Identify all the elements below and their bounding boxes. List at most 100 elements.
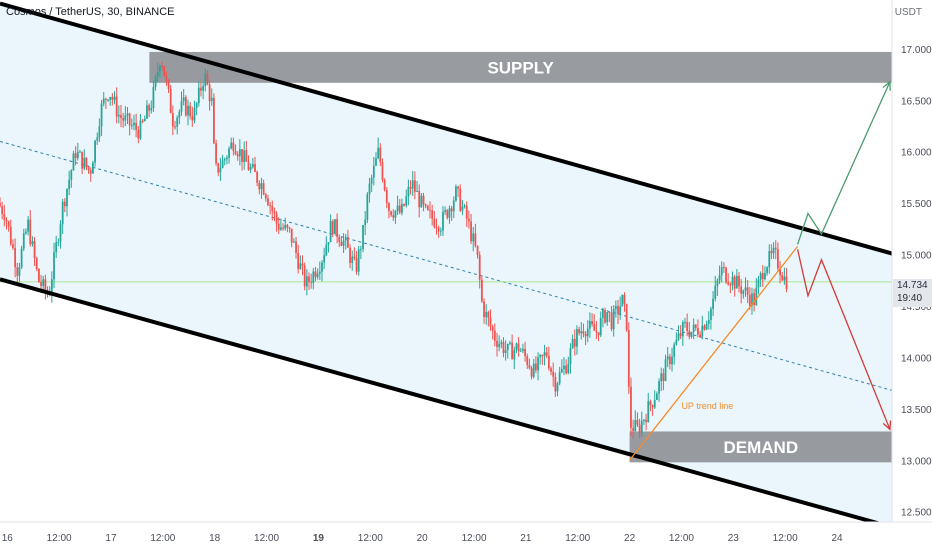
candle-body — [681, 322, 684, 337]
candle-body — [418, 191, 421, 208]
candle-body — [98, 126, 101, 138]
candle-body — [720, 267, 723, 276]
candle-body — [677, 333, 680, 340]
candle-body — [401, 204, 403, 213]
candle-body — [746, 287, 749, 295]
candle-body — [781, 275, 784, 281]
candle-body — [718, 275, 721, 281]
candle-body — [640, 420, 643, 433]
candle-body — [288, 227, 291, 229]
candle-body — [437, 227, 440, 232]
candle-body — [541, 355, 544, 357]
candle-body — [355, 258, 358, 272]
candles — [0, 61, 788, 439]
x-tick-label: 12:00 — [150, 533, 175, 544]
candle-body — [234, 150, 237, 155]
candle-body — [532, 363, 535, 377]
candle-body — [113, 96, 116, 100]
candle-body — [755, 287, 758, 305]
symbol-title[interactable]: Cosmos / TetherUS, 30, BINANCE — [6, 6, 175, 18]
candle-body — [377, 147, 380, 159]
candle-body — [692, 324, 695, 332]
candle-body — [573, 338, 576, 347]
candle-body — [675, 339, 678, 345]
candle-body — [396, 205, 399, 211]
candle-body — [394, 210, 397, 218]
candle-body — [316, 273, 319, 278]
candle-body — [256, 171, 259, 183]
candle-body — [526, 356, 529, 366]
candle-body — [381, 162, 384, 180]
time-axis — [0, 522, 932, 550]
candle-body — [472, 233, 475, 242]
candle-body — [655, 393, 658, 400]
candle-body — [511, 342, 514, 360]
candle-body — [390, 211, 393, 216]
candle-body — [357, 249, 360, 272]
demand-zone-label: DEMAND — [723, 438, 798, 457]
candle-body — [764, 272, 766, 280]
candle-body — [146, 105, 148, 119]
candle-body — [7, 221, 10, 227]
candle-body — [29, 219, 32, 245]
candle-body — [517, 343, 520, 352]
candle-body — [336, 219, 338, 237]
candle-body — [243, 150, 246, 163]
candle-body — [578, 329, 581, 334]
candle-body — [57, 241, 60, 243]
candle-body — [636, 420, 639, 425]
candle-body — [35, 258, 38, 269]
candle-body — [653, 399, 656, 408]
candle-body — [260, 183, 263, 190]
y-tick-label: 15.000 — [901, 251, 932, 262]
candle-body — [117, 114, 120, 117]
candle-body — [766, 267, 769, 273]
candle-body — [202, 85, 205, 91]
candle-body — [515, 343, 518, 350]
candle-body — [582, 331, 585, 334]
candle-body — [779, 268, 781, 276]
candle-body — [759, 273, 762, 280]
candle-body — [228, 148, 230, 158]
candle-body — [498, 343, 501, 347]
candle-body — [761, 273, 764, 280]
candle-body — [753, 293, 756, 305]
candle-body — [627, 330, 630, 387]
candle-body — [44, 279, 47, 291]
candle-body — [619, 306, 622, 314]
candle-body — [463, 205, 466, 207]
candle-body — [92, 162, 94, 174]
candle-body — [262, 183, 265, 195]
candle-body — [673, 344, 676, 357]
candle-body — [241, 149, 243, 163]
candle-body — [152, 86, 155, 109]
candle-body — [89, 170, 92, 174]
candle-body — [411, 180, 414, 189]
candle-body — [292, 241, 295, 243]
candle-body — [61, 201, 64, 225]
candle-body — [783, 276, 786, 281]
candle-body — [150, 108, 153, 111]
last-price-value: 14.734 — [897, 280, 928, 291]
candle-body — [668, 356, 671, 365]
x-tick-label: 12:00 — [461, 533, 486, 544]
candle-body — [120, 114, 122, 118]
channel-lower-line — [0, 277, 893, 530]
candle-body — [686, 322, 689, 331]
candle-body — [20, 248, 23, 268]
candle-body — [483, 301, 485, 318]
candle-body — [359, 248, 362, 250]
candle-body — [448, 208, 451, 218]
candle-body — [707, 319, 710, 324]
candle-body — [277, 223, 280, 230]
candle-body — [182, 97, 185, 102]
candle-body — [459, 188, 462, 211]
candle-body — [109, 97, 112, 100]
x-tick-label: 23 — [728, 533, 740, 544]
candle-body — [768, 250, 771, 268]
candle-body — [94, 140, 96, 163]
candle-body — [604, 310, 606, 323]
candle-body — [388, 203, 390, 212]
